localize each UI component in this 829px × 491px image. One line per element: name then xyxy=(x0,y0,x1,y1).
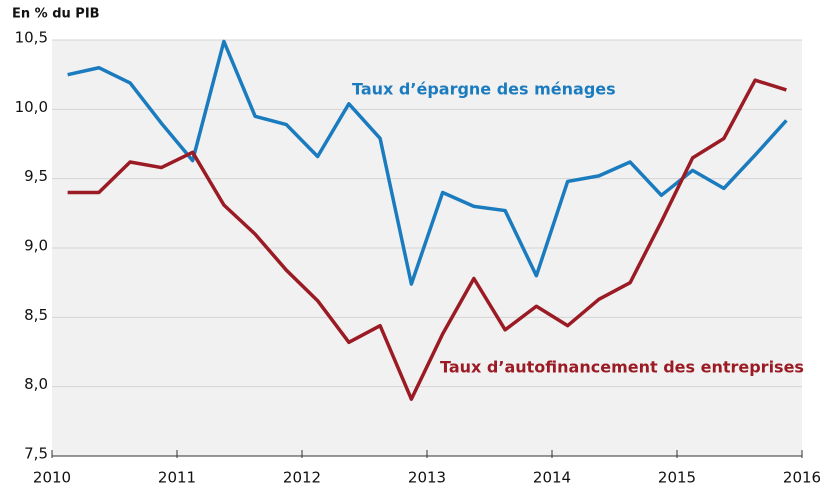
y-tick-label: 10,0 xyxy=(15,98,48,116)
y-tick-label: 7,5 xyxy=(24,445,48,463)
x-tick-label: 2011 xyxy=(158,469,196,487)
series-label: Taux d’autofinancement des entreprises xyxy=(440,358,804,377)
y-tick-label: 9,5 xyxy=(24,167,48,185)
y-tick-label: 9,0 xyxy=(24,237,48,255)
x-tick-label: 2014 xyxy=(533,469,571,487)
x-tick-label: 2016 xyxy=(783,469,821,487)
chart-title: En % du PIB xyxy=(12,7,100,22)
x-tick-label: 2012 xyxy=(283,469,321,487)
y-tick-label: 8,5 xyxy=(24,306,48,324)
y-tick-label: 10,5 xyxy=(15,29,48,47)
x-tick-label: 2015 xyxy=(658,469,696,487)
y-tick-label: 8,0 xyxy=(24,375,48,393)
x-tick-label: 2010 xyxy=(33,469,71,487)
line-series xyxy=(67,78,787,401)
series-label: Taux d’épargne des ménages xyxy=(352,80,616,99)
x-tick-label: 2013 xyxy=(408,469,446,487)
